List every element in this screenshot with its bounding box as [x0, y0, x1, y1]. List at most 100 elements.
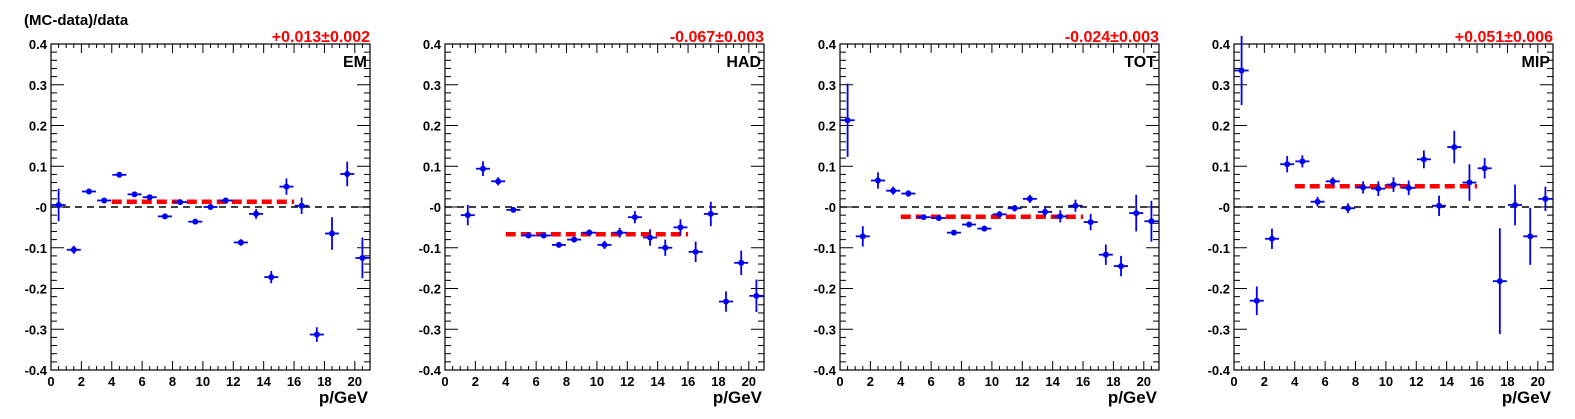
data-point — [1083, 213, 1098, 231]
data-point — [1416, 150, 1431, 169]
y-tick-label: -0 — [824, 200, 836, 215]
data-marker — [1436, 202, 1443, 209]
y-tick-label: -0.4 — [419, 363, 442, 378]
data-point — [1492, 228, 1507, 335]
x-tick-label: 14 — [1045, 374, 1060, 389]
panel-mip: -0.4 -0.3 -0.2 -0.1 -0 0.1 0.2 0.3 0.4 0 2 4 6 8 10 12 1… — [1208, 29, 1554, 407]
x-tick-label: 16 — [681, 374, 695, 389]
data-marker — [540, 232, 547, 239]
panel-tot: -0.4 -0.3 -0.2 -0.1 -0 0.1 0.2 0.3 0.4 0 2 4 6 8 10 12 1… — [814, 29, 1160, 407]
data-point — [688, 241, 703, 263]
data-marker — [1527, 233, 1534, 240]
data-point — [173, 199, 188, 206]
data-marker — [70, 246, 77, 253]
panel-label: EM — [343, 54, 367, 71]
x-tick-label: 10 — [196, 374, 210, 389]
x-tick-label: 12 — [1015, 374, 1029, 389]
data-marker — [874, 177, 881, 184]
data-point — [340, 161, 355, 187]
data-point — [612, 227, 627, 238]
data-marker — [1057, 213, 1064, 220]
y-tick-label: 0.2 — [423, 119, 441, 134]
data-marker — [101, 197, 108, 204]
panel-label: MIP — [1522, 54, 1551, 71]
data-marker — [268, 274, 275, 281]
data-point — [142, 194, 157, 201]
y-tick-label: 0.3 — [29, 78, 47, 93]
data-point — [97, 197, 112, 204]
data-point — [1234, 35, 1249, 106]
data-marker — [1420, 156, 1427, 163]
data-marker — [1102, 251, 1109, 258]
data-point — [719, 291, 734, 312]
data-point — [551, 241, 566, 248]
data-point — [855, 226, 870, 247]
data-point — [1523, 207, 1538, 265]
data-marker — [586, 229, 593, 236]
data-point — [1401, 180, 1416, 196]
data-point — [749, 279, 764, 313]
data-marker — [510, 206, 517, 213]
data-marker — [844, 117, 851, 124]
y-tick-label: 0.3 — [818, 78, 836, 93]
data-point — [81, 188, 96, 195]
y-tick-label: 0.1 — [1212, 159, 1230, 174]
data-point — [1098, 244, 1113, 265]
x-axis-title: p/GeV — [319, 388, 369, 407]
data-marker — [253, 210, 260, 217]
y-tick-label: -0.1 — [814, 241, 836, 256]
data-point — [734, 250, 749, 276]
y-tick-label: -0 — [429, 200, 441, 215]
x-tick-label: 14 — [256, 374, 271, 389]
data-marker — [1481, 165, 1488, 172]
x-tick-label: 2 — [867, 374, 874, 389]
fit-value-label: -0.067±0.003 — [670, 29, 764, 46]
data-marker — [237, 239, 244, 246]
data-point — [627, 211, 642, 224]
data-marker — [1405, 184, 1412, 191]
data-marker — [1451, 144, 1458, 151]
y-tick-label: 0.2 — [29, 119, 47, 134]
data-marker — [692, 248, 699, 255]
data-point — [1068, 199, 1083, 212]
data-point — [1038, 207, 1053, 217]
data-marker — [616, 229, 623, 236]
data-point — [840, 83, 855, 157]
data-point — [870, 172, 885, 189]
data-marker — [298, 202, 305, 209]
data-marker — [723, 298, 730, 305]
data-marker — [1118, 263, 1125, 270]
data-marker — [1253, 297, 1260, 304]
y-tick-label: 0.4 — [29, 37, 48, 52]
data-point — [1371, 181, 1386, 196]
data-marker — [996, 211, 1003, 218]
data-marker — [1026, 195, 1033, 202]
x-tick-label: 12 — [1409, 374, 1423, 389]
data-point — [1144, 200, 1159, 242]
x-tick-label: 2 — [472, 374, 479, 389]
data-marker — [85, 188, 92, 195]
data-point — [1462, 164, 1477, 201]
data-point — [475, 161, 490, 177]
y-tick-label: -0.1 — [419, 241, 441, 256]
y-tick-label: 0.1 — [29, 159, 47, 174]
data-marker — [1390, 181, 1397, 188]
y-tick-label: -0.2 — [1208, 282, 1230, 297]
data-point — [51, 188, 66, 222]
data-marker — [1329, 178, 1336, 185]
x-tick-label: 4 — [108, 374, 116, 389]
data-marker — [1042, 208, 1049, 215]
data-point — [1114, 255, 1129, 277]
data-point — [946, 229, 961, 236]
data-marker — [601, 241, 608, 248]
data-marker — [677, 224, 684, 231]
x-tick-label: 20 — [348, 374, 362, 389]
data-marker — [359, 254, 366, 261]
data-point — [1508, 184, 1523, 226]
data-marker — [55, 201, 62, 208]
y-tick-label: -0.4 — [25, 363, 48, 378]
data-point — [962, 221, 977, 228]
data-point — [992, 211, 1007, 218]
x-tick-label: 6 — [1322, 374, 1329, 389]
